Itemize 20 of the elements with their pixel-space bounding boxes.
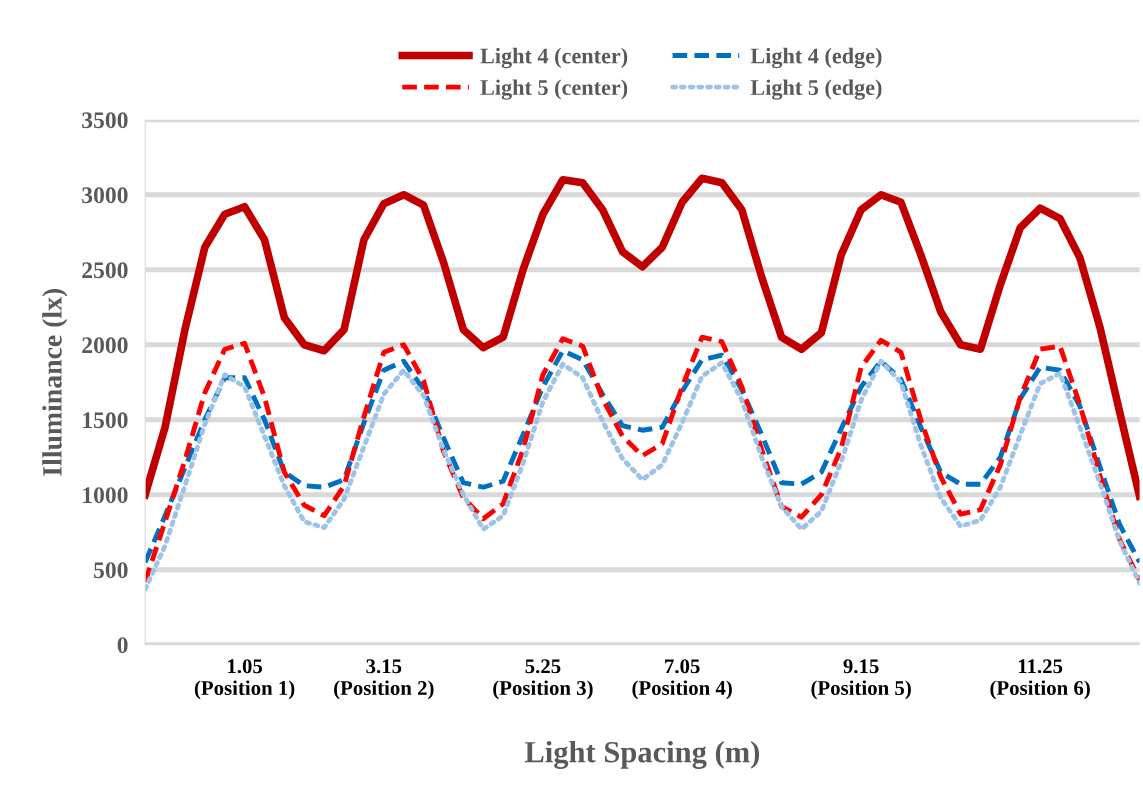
x-axis-title: Light Spacing (m) bbox=[524, 740, 760, 769]
y-tick-label: 2000 bbox=[82, 337, 128, 354]
y-tick-label: 500 bbox=[94, 562, 128, 579]
x-tick-label: 7.05 (Position 4) bbox=[632, 659, 732, 700]
x-tick-label: 3.15 (Position 2) bbox=[334, 659, 434, 700]
legend-label: Light 4 (center) bbox=[480, 47, 628, 69]
y-tick-label: 1500 bbox=[83, 412, 128, 429]
y-axis-title: Illuminance (lx) bbox=[42, 288, 68, 476]
legend-label: Light 5 (center) bbox=[480, 79, 628, 100]
x-tick-label: 5.25 (Position 3) bbox=[493, 659, 593, 700]
y-tick-label: 3500 bbox=[82, 112, 128, 129]
y-tick-label: 1000 bbox=[83, 487, 128, 504]
y-tick-label: 3000 bbox=[82, 187, 128, 204]
y-tick-label: 0 bbox=[117, 637, 128, 654]
legend-label: Light 4 (edge) bbox=[750, 47, 882, 69]
legend-label: Light 5 (edge) bbox=[750, 79, 882, 100]
x-tick-label: 9.15 (Position 5) bbox=[811, 659, 911, 700]
x-tick-label: 11.25 (Position 6) bbox=[990, 659, 1090, 700]
x-tick-label: 1.05 (Position 1) bbox=[194, 659, 295, 700]
y-tick-label: 2500 bbox=[82, 262, 128, 279]
